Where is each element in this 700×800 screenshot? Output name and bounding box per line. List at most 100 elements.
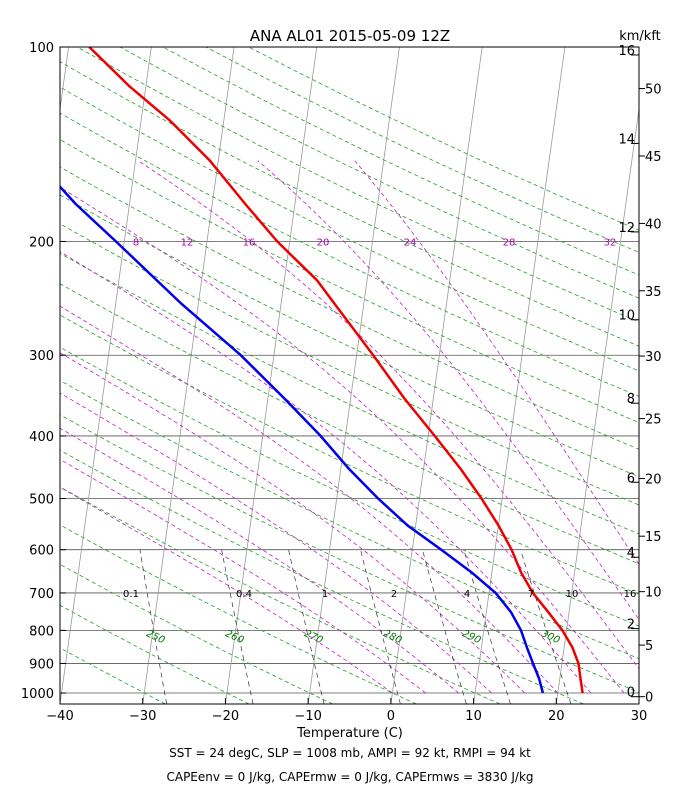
mixing-ratio-label-upper: 28 (503, 237, 516, 248)
x-tick-label: −10 (294, 709, 321, 724)
dry-adiabat-line (60, 314, 639, 595)
moist-adiabat-line (60, 427, 459, 694)
kft-tick-label: 10 (645, 586, 662, 601)
height-axis-label: km/kft (619, 29, 661, 44)
mixing-ratio-label-lower: 16 (624, 589, 637, 600)
mixing-ratio-line (288, 549, 325, 704)
mixing-ratio-line (139, 549, 168, 704)
mixing-ratio-line (520, 549, 572, 704)
sounding-profiles (60, 47, 584, 694)
mixing-ratio-label-upper: 12 (181, 237, 194, 248)
kft-tick-label: 20 (645, 473, 662, 488)
pressure-tick-label: 600 (29, 544, 54, 559)
mixing-ratio-label-lower: 2 (391, 589, 397, 600)
dry-adiabat-line (60, 647, 166, 704)
isotherm-line (307, 47, 400, 704)
mixing-ratio-line (463, 549, 511, 704)
km-tick-label: 2 (627, 618, 635, 633)
background-lines (60, 47, 639, 704)
dry-adiabat-line (60, 604, 250, 704)
dewpoint-line (60, 184, 545, 694)
dry-adiabat-line (60, 346, 639, 627)
dry-adiabat-label: 260 (223, 628, 245, 646)
kft-tick-label: 45 (645, 150, 662, 165)
x-tick-label: −40 (46, 709, 73, 724)
pressure-tick-label: 300 (29, 349, 54, 364)
pressure-tick-label: 200 (29, 235, 54, 250)
moist-adiabat-line (60, 392, 492, 694)
kft-tick-label: 35 (645, 285, 662, 300)
moist-adiabat-line (60, 458, 426, 694)
dry-adiabat-line (60, 283, 639, 565)
x-tick-label: 30 (631, 709, 648, 724)
mixing-ratio-line (221, 549, 254, 704)
moist-adiabat-line (60, 305, 559, 694)
chart-title: ANA AL01 2015-05-09 12Z (250, 27, 450, 45)
isotherm-line (142, 47, 235, 704)
dry-adiabat-label: 300 (539, 628, 561, 646)
mixing-ratio-label-upper: 32 (604, 237, 617, 248)
x-tick-label: −20 (212, 709, 239, 724)
mixing-ratio-label-lower: 0.4 (236, 589, 252, 600)
km-tick-label: 12 (618, 221, 635, 236)
mixing-ratio-label-upper: 16 (243, 237, 256, 248)
dry-adiabat-line (60, 223, 639, 506)
kft-tick-label: 5 (645, 639, 653, 654)
kft-tick-label: 0 (645, 691, 653, 706)
pressure-tick-label: 100 (29, 41, 54, 56)
kft-tick-label: 50 (645, 83, 662, 98)
isotherm-line (555, 106, 639, 704)
mixing-ratio-label-lower: 10 (566, 589, 579, 600)
dry-adiabat-line (60, 112, 639, 397)
moist-adiabat-line (60, 251, 592, 694)
km-tick-label: 14 (618, 132, 635, 147)
km-tick-label: 0 (627, 686, 635, 701)
moist-adiabat-line (60, 186, 625, 694)
mixing-ratio-label-upper: 8 (133, 237, 139, 248)
isotherm-line (60, 47, 70, 112)
pressure-tick-label: 1000 (21, 687, 54, 702)
pressure-tick-label: 800 (29, 624, 54, 639)
dry-adiabat-line (60, 414, 639, 693)
x-tick-label: 20 (548, 709, 565, 724)
dry-adiabat-line (60, 449, 584, 704)
x-tick-label: 0 (387, 709, 395, 724)
isotherm-line (60, 47, 152, 704)
dry-adiabat-label: 290 (460, 628, 482, 646)
moist-adiabat-line (257, 160, 639, 621)
x-tick-label: 10 (465, 709, 482, 724)
moist-adiabat-line (60, 486, 393, 694)
x-axis-label: Temperature (C) (296, 726, 403, 741)
isotherm-line (390, 47, 483, 704)
mixing-ratio-label-lower: 1 (322, 589, 328, 600)
mixing-ratio-label-lower: 0.1 (123, 589, 139, 600)
dry-adiabat-line (60, 61, 639, 347)
kft-tick-label: 15 (645, 530, 662, 545)
dry-adiabat-line (60, 194, 639, 478)
kft-tick-label: 40 (645, 217, 662, 232)
mixing-ratio-label-upper: 20 (317, 237, 330, 248)
x-tick-label: −30 (129, 709, 156, 724)
mixing-ratio-line (422, 549, 467, 704)
footer-line-1: SST = 24 degC, SLP = 1008 mb, AMPI = 92 … (169, 746, 531, 760)
footer-line-2: CAPEenv = 0 J/kg, CAPErmw = 0 J/kg, CAPE… (166, 770, 533, 784)
pressure-tick-label: 900 (29, 657, 54, 672)
km-tick-label: 6 (627, 471, 635, 486)
km-tick-label: 4 (627, 546, 635, 561)
km-tick-label: 16 (618, 44, 635, 59)
isotherm-line (473, 47, 566, 704)
mixing-ratio-label-lower: 7 (528, 589, 534, 600)
temperature-line (88, 47, 584, 694)
pressure-tick-label: 700 (29, 587, 54, 602)
pressure-tick-label: 400 (29, 430, 54, 445)
dry-adiabat-label: 250 (144, 628, 166, 646)
isotherm-line (225, 47, 318, 704)
dry-adiabat-label: 280 (381, 628, 403, 646)
km-tick-label: 8 (627, 392, 635, 407)
moist-adiabat-line (138, 160, 639, 670)
mixing-ratio-label-lower: 4 (464, 589, 470, 600)
mixing-ratio-label-upper: 24 (404, 237, 417, 248)
dry-adiabat-line (60, 380, 639, 660)
